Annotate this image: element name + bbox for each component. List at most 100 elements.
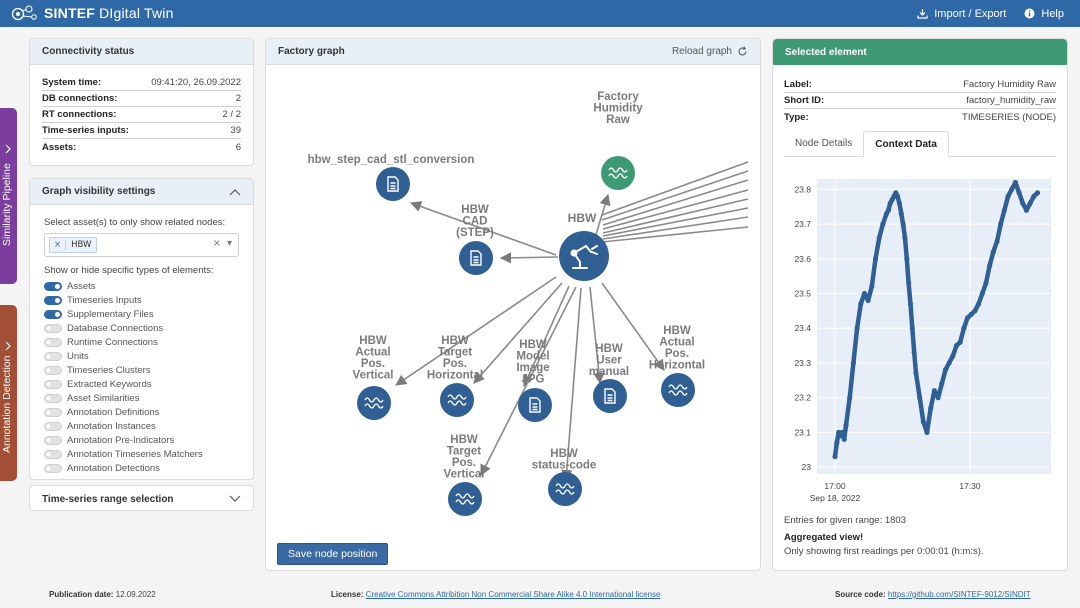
type-toggle-row[interactable]: Runtime Connections — [44, 335, 239, 349]
graph-node-circle[interactable] — [357, 386, 391, 420]
context-data-chart[interactable]: 23 23.1 23.2 23.3 23.4 23.5 23.6 23.7 23.8 17:00 1… — [773, 169, 1067, 509]
remove-chip-icon[interactable]: × — [50, 240, 67, 250]
graph-node-circle[interactable] — [661, 373, 695, 407]
graph-node-circle[interactable] — [440, 383, 474, 417]
graph-node-label: HBW — [550, 448, 578, 460]
toggle-switch[interactable] — [44, 309, 62, 319]
toggle-switch[interactable] — [44, 407, 62, 417]
graph-node-circle[interactable] — [559, 231, 609, 281]
type-toggle-row[interactable]: Annotation Timeseries Matchers — [44, 447, 239, 461]
chart-y-tick: 23.4 — [794, 323, 811, 333]
tab-node-details[interactable]: Node Details — [795, 138, 853, 149]
graph-node-label: Vertical — [444, 469, 485, 481]
type-toggles: Assets Timeseries Inputs Supplementary Fil… — [44, 279, 239, 475]
type-toggle-row[interactable]: Annotation Pre-Indicators — [44, 433, 239, 447]
import-export-button[interactable]: Import / Export — [917, 8, 1006, 20]
chart-x-tick: 17:30 — [959, 481, 981, 491]
source-link[interactable]: https://github.com/SINTEF-9012/SINDIT — [887, 590, 1031, 599]
similarity-pipeline-tab[interactable]: Similarity Pipeline — [0, 108, 17, 284]
graph-node-label: Pos. — [361, 358, 385, 370]
type-toggle-row[interactable]: Timeseries Inputs — [44, 293, 239, 307]
app-logo[interactable]: SINTEF DIgital Twin — [10, 3, 174, 23]
chart-point — [939, 381, 945, 387]
tab-context-data[interactable]: Context Data — [863, 131, 949, 157]
chart-point — [957, 339, 963, 345]
graph-visibility-header[interactable]: Graph visibility settings — [30, 179, 253, 205]
graph-node-hbw[interactable]: HBW — [559, 211, 609, 281]
graph-node-circle[interactable] — [459, 241, 493, 275]
toggle-switch[interactable] — [44, 351, 62, 361]
graph-edge-arrow — [601, 282, 665, 371]
type-toggle-row[interactable]: Units — [44, 349, 239, 363]
chevron-down-icon[interactable] — [229, 495, 241, 503]
graph-node-circle[interactable] — [518, 388, 552, 422]
type-toggle-row[interactable]: Timeseries Clusters — [44, 363, 239, 377]
graph-node-circle[interactable] — [548, 472, 582, 506]
chart-point — [1005, 193, 1011, 199]
graph-node-circle[interactable] — [601, 156, 635, 190]
help-button[interactable]: Help — [1024, 8, 1064, 20]
graph-node-circle[interactable] — [593, 379, 627, 413]
chevron-up-icon[interactable] — [229, 188, 241, 196]
graph-edge — [602, 216, 749, 240]
license-link[interactable]: Creative Commons Attribition Non Commerc… — [365, 590, 661, 599]
type-toggle-row[interactable]: Extracted Keywords — [44, 377, 239, 391]
toggle-switch[interactable] — [44, 463, 62, 473]
toggle-switch[interactable] — [44, 379, 62, 389]
asset-select-label: Select asset(s) to only show related nod… — [44, 217, 226, 228]
graph-node-circle[interactable] — [448, 482, 482, 516]
reload-graph-button[interactable]: Reload graph — [672, 46, 748, 57]
chart-point — [843, 422, 849, 429]
annotation-detection-tab[interactable]: Annotation Detection — [0, 305, 17, 481]
chart-point — [911, 349, 917, 356]
info-row: DB connections: 2 — [42, 91, 241, 107]
chart-point — [994, 238, 1000, 245]
type-toggle-row[interactable]: Database Connections — [44, 321, 239, 335]
dropdown-arrow-icon[interactable]: ▾ — [226, 238, 232, 249]
chart-point — [961, 325, 967, 331]
chart-point — [854, 325, 860, 331]
chart-point — [885, 207, 891, 213]
toggle-switch[interactable] — [44, 435, 62, 445]
toggle-switch[interactable] — [44, 323, 62, 333]
toggle-switch[interactable] — [44, 421, 62, 431]
type-toggle-row[interactable]: Assets — [44, 279, 239, 293]
toggle-label: Annotation Definitions — [67, 406, 160, 418]
type-toggle-row[interactable]: Annotation Definitions — [44, 405, 239, 419]
chart-point — [900, 221, 906, 227]
type-toggle-row[interactable]: Supplementary Files — [44, 307, 239, 321]
graph-node-circle[interactable] — [376, 167, 410, 201]
toggle-switch[interactable] — [44, 295, 62, 305]
chart-point — [858, 301, 864, 307]
toggle-switch[interactable] — [44, 365, 62, 375]
wave-icon — [455, 493, 475, 505]
graph-node-label: Pos. — [665, 348, 689, 360]
graph-node-hbw-step-cad-stl-conversion[interactable]: hbw_step_cad_stl_conversion — [308, 154, 475, 201]
chart-point — [902, 235, 908, 241]
type-toggle-row[interactable]: Annotation Detections — [44, 461, 239, 475]
time-series-range-card[interactable]: Time-series range selection — [29, 485, 254, 511]
chart-point — [896, 200, 903, 206]
save-node-position-button[interactable]: Save node position — [277, 543, 389, 565]
chart-point — [865, 297, 871, 304]
asset-select[interactable]: × HBW × ▾ — [44, 233, 239, 257]
chart-point — [876, 235, 882, 241]
clear-select-icon[interactable]: × — [212, 238, 221, 249]
type-toggle-row[interactable]: Asset Similarities — [44, 391, 239, 405]
chart-point — [946, 360, 952, 366]
toggle-switch[interactable] — [44, 393, 62, 403]
toggle-switch[interactable] — [44, 281, 62, 291]
toggle-switch[interactable] — [44, 449, 62, 459]
type-toggle-row[interactable]: Annotation Instances — [44, 419, 239, 433]
toggle-switch[interactable] — [44, 337, 62, 347]
